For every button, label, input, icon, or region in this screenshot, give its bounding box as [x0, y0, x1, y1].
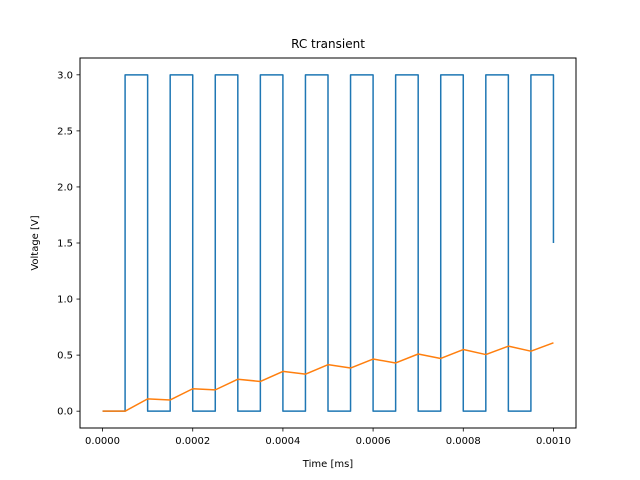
- y-tick-label: 0.0: [57, 407, 73, 418]
- series-line-1: [102, 74, 555, 412]
- x-tick-label: 0.0002: [175, 436, 210, 447]
- y-tick-label: 2.5: [57, 126, 73, 137]
- x-axis: 0.0000 0.0002 0.0004 0.0006 0.0008 0.0010: [85, 428, 571, 447]
- y-tick-label: 3.0: [57, 70, 73, 81]
- series-layer: [102, 74, 555, 412]
- x-tick-label: 0.0010: [536, 436, 571, 447]
- x-tick-label: 0.0008: [446, 436, 481, 447]
- y-tick-label: 1.0: [57, 295, 73, 306]
- x-tick-label: 0.0000: [85, 436, 120, 447]
- x-tick-label: 0.0004: [265, 436, 300, 447]
- y-tick-label: 2.0: [57, 182, 73, 193]
- y-axis: 0.0 0.5 1.0 1.5 2.0 2.5 3.0: [57, 70, 80, 418]
- x-axis-label: Time [ms]: [302, 459, 354, 470]
- chart-title: RC transient: [291, 37, 365, 51]
- y-axis-label: Voltage [V]: [30, 215, 41, 270]
- series-line-2: [102, 342, 554, 412]
- y-tick-label: 1.5: [57, 239, 73, 250]
- x-tick-label: 0.0006: [356, 436, 391, 447]
- y-tick-label: 0.5: [57, 351, 73, 362]
